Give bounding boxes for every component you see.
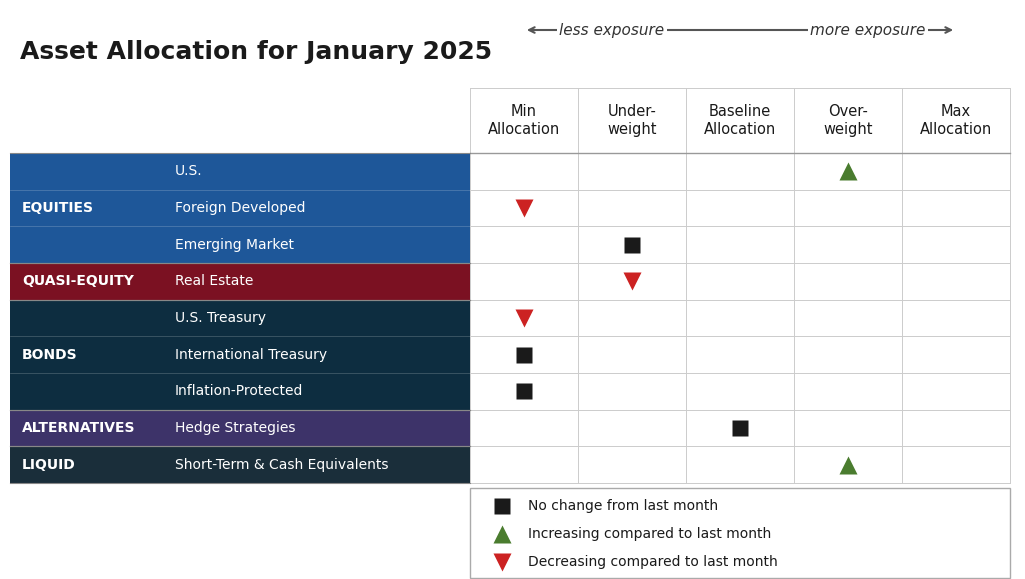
Text: Over-
weight: Over- weight bbox=[823, 104, 872, 137]
Text: Foreign Developed: Foreign Developed bbox=[175, 201, 305, 215]
Text: EQUITIES: EQUITIES bbox=[22, 201, 94, 215]
Text: International Treasury: International Treasury bbox=[175, 347, 327, 362]
Text: Max
Allocation: Max Allocation bbox=[919, 104, 992, 137]
Text: Min
Allocation: Min Allocation bbox=[488, 104, 560, 137]
Text: U.S. Treasury: U.S. Treasury bbox=[175, 311, 266, 325]
Text: Decreasing compared to last month: Decreasing compared to last month bbox=[528, 555, 778, 569]
Text: BONDS: BONDS bbox=[22, 347, 78, 362]
Text: Under-
weight: Under- weight bbox=[607, 104, 657, 137]
Text: LIQUID: LIQUID bbox=[22, 457, 76, 472]
Text: Real Estate: Real Estate bbox=[175, 274, 253, 288]
Text: more exposure: more exposure bbox=[811, 23, 926, 38]
Text: Emerging Market: Emerging Market bbox=[175, 237, 294, 252]
Text: less exposure: less exposure bbox=[560, 23, 664, 38]
Bar bbox=[10, 263, 470, 300]
Text: ALTERNATIVES: ALTERNATIVES bbox=[22, 421, 135, 435]
Bar bbox=[470, 488, 1010, 578]
Text: U.S.: U.S. bbox=[175, 164, 203, 178]
Text: No change from last month: No change from last month bbox=[528, 499, 719, 513]
Bar bbox=[10, 300, 470, 410]
Text: Short-Term & Cash Equivalents: Short-Term & Cash Equivalents bbox=[175, 457, 388, 472]
Bar bbox=[10, 410, 470, 446]
Text: QUASI-EQUITY: QUASI-EQUITY bbox=[22, 274, 134, 288]
Text: Inflation-Protected: Inflation-Protected bbox=[175, 384, 303, 398]
Text: Asset Allocation for January 2025: Asset Allocation for January 2025 bbox=[20, 40, 492, 64]
Bar bbox=[10, 153, 470, 263]
Text: Hedge Strategies: Hedge Strategies bbox=[175, 421, 295, 435]
Text: Baseline
Allocation: Baseline Allocation bbox=[704, 104, 776, 137]
Text: Increasing compared to last month: Increasing compared to last month bbox=[528, 527, 771, 541]
Bar bbox=[10, 446, 470, 483]
